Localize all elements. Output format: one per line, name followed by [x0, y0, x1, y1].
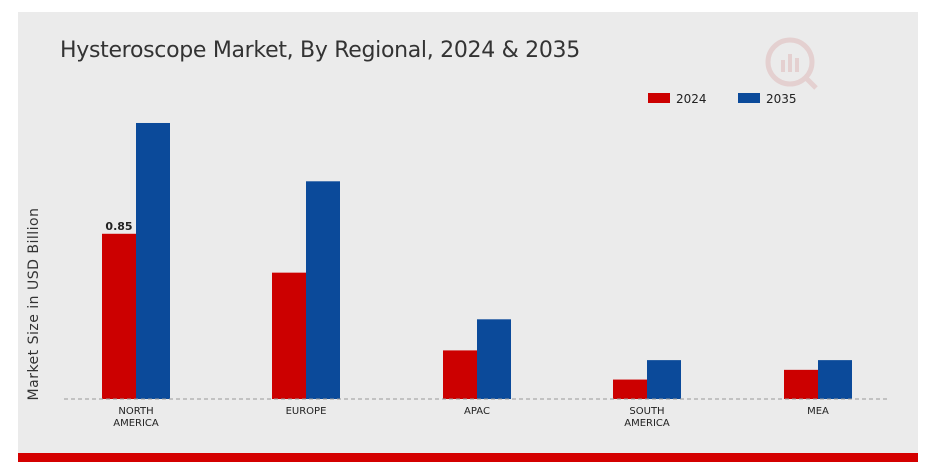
- x-tick-label: SOUTH AMERICA: [624, 406, 670, 429]
- x-tick-label: EUROPE: [286, 406, 327, 417]
- bar-2024-south-america: [613, 379, 647, 399]
- legend-swatch-2035: [738, 93, 760, 103]
- chart-title: Hysteroscope Market, By Regional, 2024 &…: [60, 38, 580, 63]
- legend-label-2024: 2024: [676, 92, 707, 106]
- legend-swatch-2024: [648, 93, 670, 103]
- y-axis-label: Market Size in USD Billion: [26, 208, 42, 401]
- bar-2035-south-america: [647, 360, 681, 399]
- bar-2024-mea: [784, 369, 818, 399]
- watermark-logo: [765, 37, 818, 90]
- bars: [102, 122, 852, 400]
- x-tick-label: NORTH AMERICA: [113, 406, 159, 429]
- bar-2024-apac: [443, 350, 477, 399]
- x-tick-label: MEA: [807, 406, 829, 417]
- bar-2035-europe: [306, 181, 340, 399]
- bar-2024-europe: [272, 272, 306, 399]
- bar-2035-north-america: [136, 122, 170, 400]
- bar-2035-mea: [818, 360, 852, 399]
- bottom-accent-bar: [18, 453, 918, 462]
- x-tick-label: APAC: [464, 406, 490, 417]
- legend-label-2035: 2035: [766, 92, 797, 106]
- bar-2024-north-america: [102, 233, 136, 399]
- legend: 2024 2035: [648, 92, 797, 106]
- x-tick-labels: NORTH AMERICA EUROPE APAC SOUTH AMERICA MEA: [113, 406, 829, 429]
- bar-2035-apac: [477, 319, 511, 399]
- data-labels: 0.85: [105, 220, 132, 233]
- data-label: 0.85: [105, 220, 132, 233]
